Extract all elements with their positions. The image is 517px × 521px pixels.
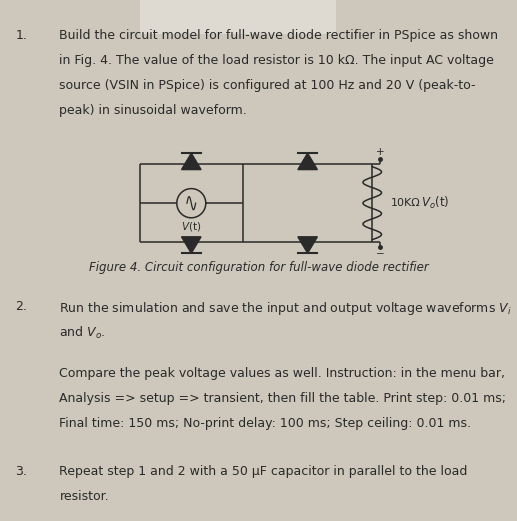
Text: 2.: 2. [16, 300, 27, 313]
Text: $V$(t): $V$(t) [181, 220, 202, 233]
Text: 10KΩ: 10KΩ [390, 198, 420, 208]
Text: 1.: 1. [16, 29, 27, 42]
Text: Compare the peak voltage values as well. Instruction: in the menu bar,: Compare the peak voltage values as well.… [59, 367, 506, 380]
Text: and $V_o$.: and $V_o$. [59, 325, 106, 341]
Text: +: + [376, 147, 384, 157]
FancyBboxPatch shape [140, 0, 336, 34]
Polygon shape [181, 153, 201, 170]
Text: 3.: 3. [16, 465, 27, 478]
Text: Figure 4. Circuit configuration for full-wave diode rectifier: Figure 4. Circuit configuration for full… [88, 260, 429, 274]
Text: $V_o$(t): $V_o$(t) [421, 195, 450, 211]
Text: peak) in sinusoidal waveform.: peak) in sinusoidal waveform. [59, 104, 247, 117]
Text: −: − [376, 249, 384, 259]
Text: Build the circuit model for full-wave diode rectifier in PSpice as shown: Build the circuit model for full-wave di… [59, 29, 498, 42]
Polygon shape [181, 237, 201, 253]
Text: Final time: 150 ms; No-print delay: 100 ms; Step ceiling: 0.01 ms.: Final time: 150 ms; No-print delay: 100 … [59, 417, 472, 430]
Text: Analysis => setup => transient, then fill the table. Print step: 0.01 ms;: Analysis => setup => transient, then fil… [59, 392, 507, 405]
Text: source (VSIN in PSpice) is configured at 100 Hz and 20 V (peak-to-: source (VSIN in PSpice) is configured at… [59, 79, 476, 92]
Text: Repeat step 1 and 2 with a 50 μF capacitor in parallel to the load: Repeat step 1 and 2 with a 50 μF capacit… [59, 465, 468, 478]
Text: Run the simulation and save the input and output voltage waveforms $V_i$: Run the simulation and save the input an… [59, 300, 512, 317]
Polygon shape [298, 153, 317, 170]
Text: in Fig. 4. The value of the load resistor is 10 kΩ. The input AC voltage: in Fig. 4. The value of the load resisto… [59, 54, 494, 67]
Polygon shape [298, 237, 317, 253]
Text: resistor.: resistor. [59, 490, 109, 503]
